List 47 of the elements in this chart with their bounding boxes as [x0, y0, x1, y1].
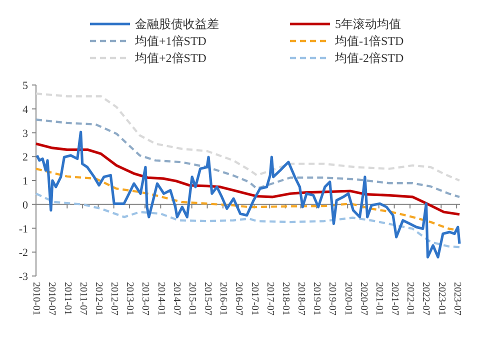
- x-tick-label: 2018-07: [295, 282, 306, 316]
- x-tick-label: 2014-07: [170, 282, 182, 316]
- x-tick-label: 2018-01: [280, 282, 292, 316]
- line-series: [34, 118, 461, 198]
- y-tick-label: -3: [18, 271, 28, 283]
- x-tick-label: 2016-07: [233, 282, 244, 316]
- x-tick-label: 2020-01: [342, 282, 354, 316]
- x-tick-label: 2022-07: [420, 282, 432, 316]
- x-tick-label: 2012-01: [92, 282, 104, 316]
- x-tick-label: 2010-01: [30, 282, 42, 316]
- x-tick-label: 2015-07: [202, 282, 213, 316]
- y-tick-label: 1: [22, 176, 28, 188]
- line-series: [36, 130, 461, 258]
- x-tick-label: 2017-07: [264, 282, 276, 316]
- legend-label: 均值-1倍STD: [334, 34, 404, 48]
- y-tick-label: 0: [22, 199, 28, 212]
- line-series: [34, 192, 461, 248]
- x-tick-label: 2012-07: [108, 282, 120, 316]
- x-tick-label: 2016-01: [218, 282, 229, 316]
- x-tick-label: 2013-01: [124, 282, 136, 316]
- x-tick-label: 2014-01: [155, 282, 166, 316]
- x-tick-label: 2021-07: [389, 282, 400, 316]
- x-tick-label: 2023-07: [451, 282, 462, 316]
- x-tick-label: 2020-07: [358, 282, 369, 316]
- legend-label: 均值+1倍STD: [134, 34, 207, 48]
- y-tick-label: 5: [22, 80, 28, 92]
- x-tick-label: 2013-07: [140, 282, 151, 316]
- x-tick-label: 2017-01: [248, 282, 260, 316]
- y-tick-label: -2: [18, 247, 28, 260]
- x-tick-label: 2022-01: [404, 282, 416, 316]
- x-tick-label: 2011-07: [77, 282, 88, 315]
- x-tick-label: 2021-01: [374, 282, 385, 316]
- x-tick-label: 2015-01: [186, 282, 198, 316]
- x-tick-label: 2010-07: [46, 282, 58, 316]
- x-tick-label: 2019-01: [311, 282, 322, 316]
- x-tick-label: 2019-07: [326, 282, 338, 316]
- line-series: [34, 92, 461, 182]
- x-tick-label: 2023-01: [436, 282, 447, 316]
- x-tick-label: 2011-01: [62, 282, 73, 315]
- y-tick-label: 2: [22, 152, 28, 164]
- legend-label: 均值-2倍STD: [334, 51, 404, 65]
- legend-label: 金融股债收益差: [135, 17, 219, 31]
- legend-label: 5年滚动均值: [335, 17, 401, 31]
- y-tick-label: 3: [22, 128, 28, 140]
- y-tick-label: -1: [18, 223, 28, 236]
- y-tick-label: 4: [22, 104, 28, 116]
- legend-label: 均值+2倍STD: [134, 51, 207, 65]
